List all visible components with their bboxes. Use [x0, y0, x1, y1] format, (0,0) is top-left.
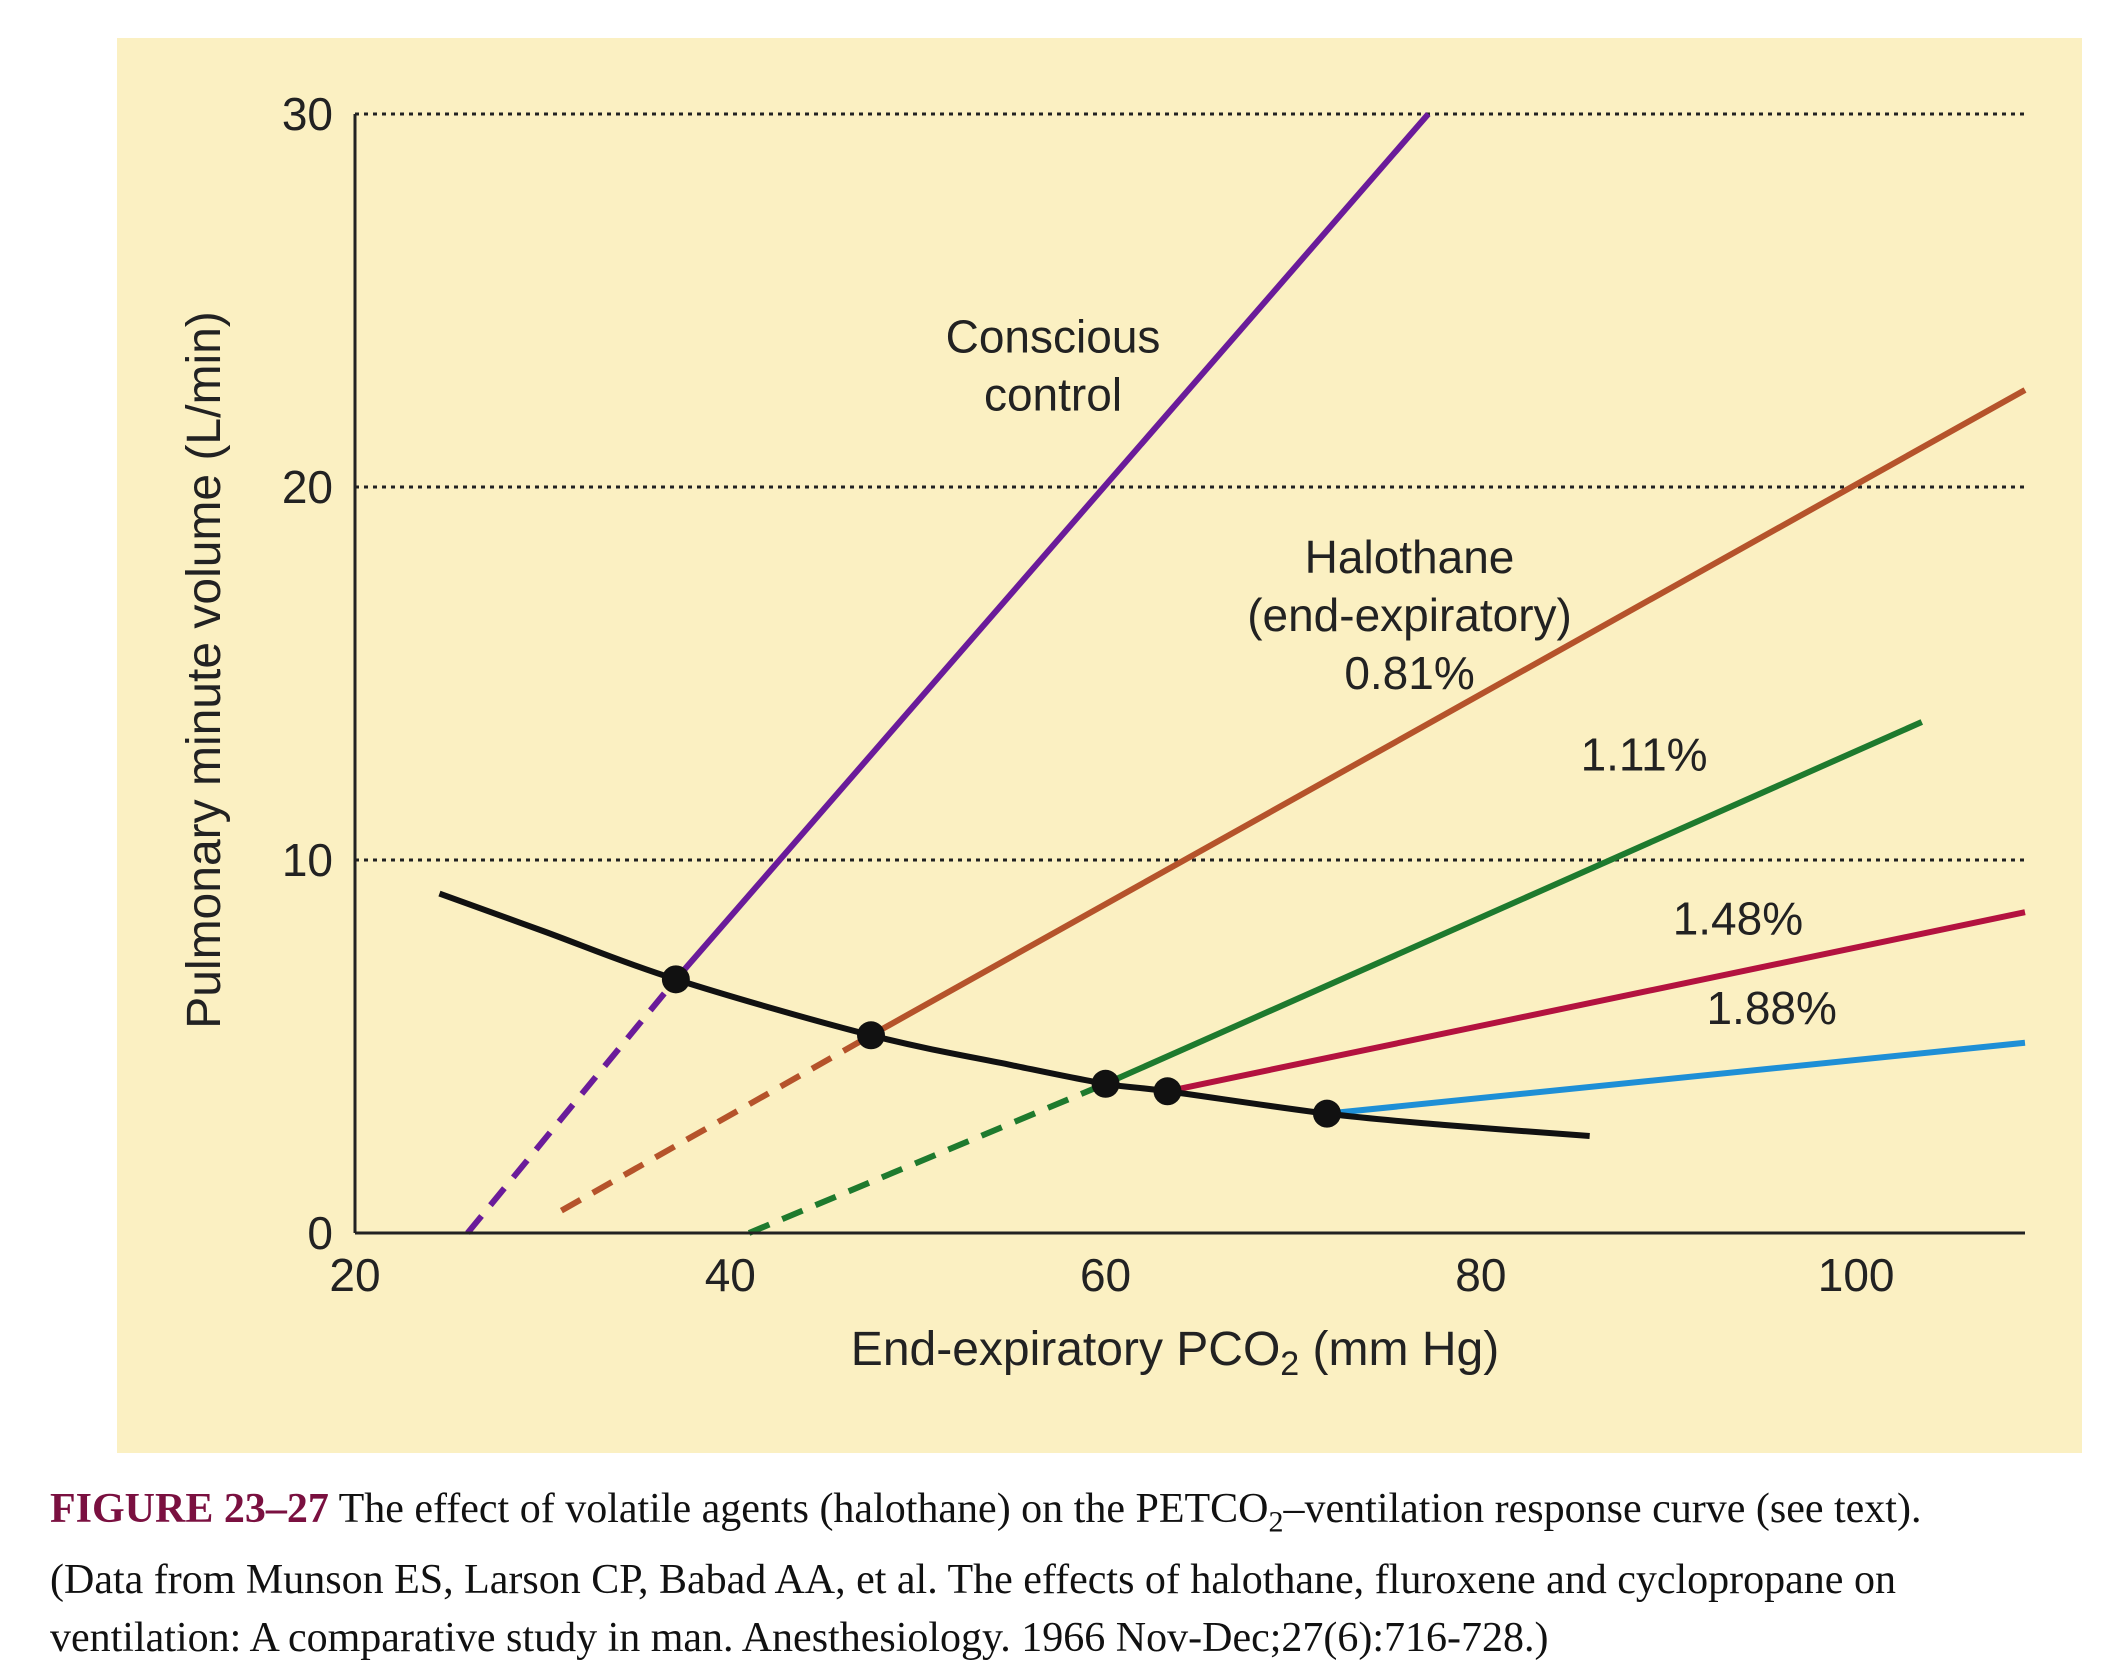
x-tick-label: 100 — [1818, 1249, 1895, 1301]
halothane-188-line — [1326, 1039, 2026, 1117]
figure-caption: FIGURE 23–27 The effect of volatile agen… — [50, 1480, 2090, 1667]
x-tick-label: 60 — [1080, 1249, 1131, 1301]
intersection-markers — [661, 965, 1341, 1128]
y-tick-label: 30 — [282, 88, 333, 140]
caption-subscript: 2 — [1268, 1505, 1284, 1539]
conscious-label: Conscious control — [946, 311, 1161, 421]
halothane-label: Halothane (end-expiratory) 0.81% — [1247, 531, 1572, 699]
caption-line-2: (Data from Munson ES, Larson CP, Babad A… — [50, 1557, 1896, 1604]
intersection-point — [661, 965, 690, 994]
series-lines — [465, 112, 2027, 1236]
label-148: 1.48% — [1673, 893, 1803, 945]
caption-text-part-2: –ventilation response curve (see text). — [1283, 1486, 1922, 1532]
y-axis-title: Pulmonary minute volume (L/min) — [178, 311, 231, 1029]
tick-labels: 20 40 60 80 100 0 10 20 30 — [282, 88, 1895, 1301]
halothane-111-line — [1104, 719, 1924, 1087]
intersection-point — [1153, 1077, 1182, 1106]
annotations: Conscious control Halothane (end-expiratory… — [946, 311, 1837, 1034]
halothane-111-extrapolated-line — [747, 1081, 1107, 1236]
conscious-extrapolated-line — [465, 977, 679, 1235]
halothane-148-line — [1166, 909, 2026, 1095]
gridlines — [355, 112, 2025, 862]
caption-line-3: ventilation: A comparative study in man.… — [50, 1615, 1549, 1662]
x-tick-label: 80 — [1455, 1249, 1506, 1301]
intersection-point — [1312, 1099, 1341, 1128]
minimum-ventilation-curve — [438, 890, 1590, 1140]
halothane-081-line — [869, 387, 2027, 1038]
label-188: 1.88% — [1706, 982, 1836, 1034]
caption-line-1: FIGURE 23–27 The effect of volatile agen… — [50, 1480, 2090, 1551]
intersection-point — [857, 1021, 886, 1050]
axes — [353, 114, 2025, 1235]
halothane-081-extrapolated-line — [559, 1032, 873, 1214]
conscious-line — [673, 112, 1431, 982]
minimum-curve-line — [438, 890, 1590, 1140]
caption-text-part-1: The effect of volatile agents (halothane… — [328, 1486, 1269, 1532]
caption-figure-number: FIGURE 23–27 — [50, 1486, 329, 1532]
y-tick-label: 0 — [307, 1207, 333, 1259]
label-111: 1.11% — [1581, 728, 1708, 780]
y-tick-label: 10 — [282, 834, 333, 886]
x-tick-label: 40 — [705, 1249, 756, 1301]
x-axis-title: End-expiratory PCO2 (mm Hg) — [851, 1323, 1499, 1383]
intersection-point — [1091, 1069, 1120, 1098]
figure-panel — [117, 38, 2082, 1453]
x-tick-label: 20 — [329, 1249, 380, 1301]
y-tick-label: 20 — [282, 461, 333, 513]
